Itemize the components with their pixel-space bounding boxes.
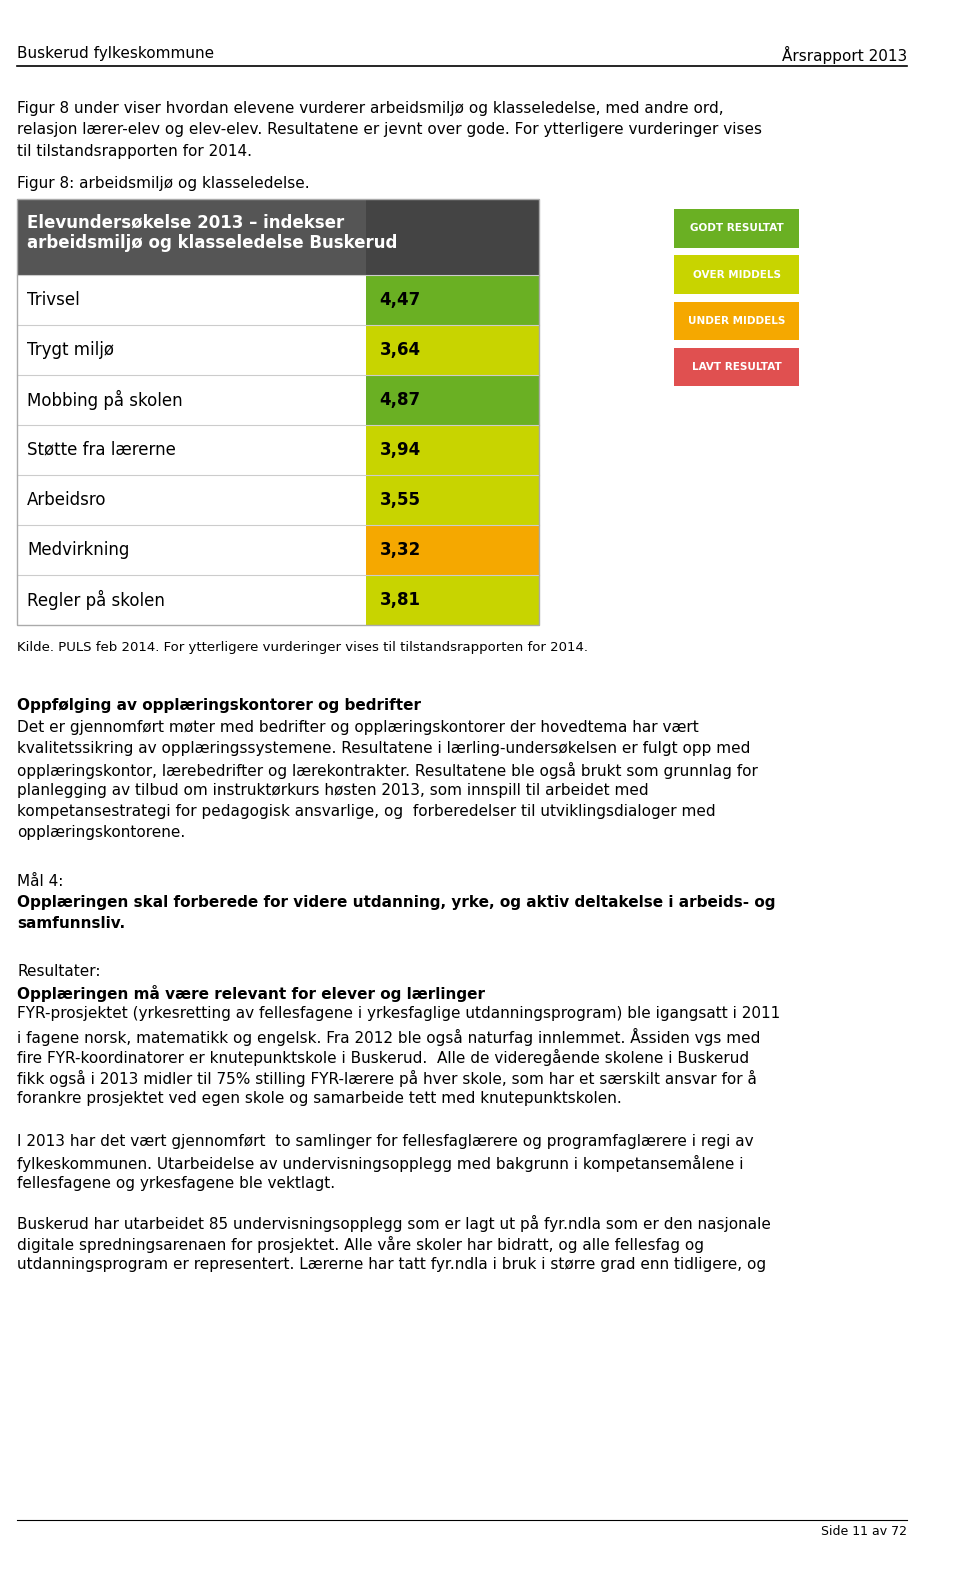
Text: 3,32: 3,32 <box>379 542 420 559</box>
Text: Buskerud har utarbeidet 85 undervisningsopplegg som er lagt ut på fyr.ndla som e: Buskerud har utarbeidet 85 undervisnings… <box>17 1215 771 1231</box>
Text: Figur 8: arbeidsmiljø og klasseledelse.: Figur 8: arbeidsmiljø og klasseledelse. <box>17 176 310 192</box>
Text: UNDER MIDDELS: UNDER MIDDELS <box>688 316 785 327</box>
Text: Elevundersøkelse 2013 – indekser: Elevundersøkelse 2013 – indekser <box>27 214 345 231</box>
Bar <box>366 199 540 275</box>
Text: fire FYR-koordinatorer er knutepunktskole i Buskerud.  Alle de videregående skol: fire FYR-koordinatorer er knutepunktskol… <box>17 1049 750 1066</box>
Text: Mobbing på skolen: Mobbing på skolen <box>27 389 182 410</box>
Text: Regler på skolen: Regler på skolen <box>27 590 165 611</box>
Text: Årsrapport 2013: Årsrapport 2013 <box>781 47 907 64</box>
Bar <box>17 199 540 275</box>
Text: Buskerud fylkeskommune: Buskerud fylkeskommune <box>17 47 214 61</box>
Bar <box>674 349 800 386</box>
Text: 3,94: 3,94 <box>379 441 420 458</box>
Bar <box>674 256 800 294</box>
Text: Figur 8 under viser hvordan elevene vurderer arbeidsmiljø og klasseledelse, med : Figur 8 under viser hvordan elevene vurd… <box>17 100 724 116</box>
Bar <box>366 375 540 425</box>
Text: Opplæringen skal forberede for videre utdanning, yrke, og aktiv deltakelse i arb: Opplæringen skal forberede for videre ut… <box>17 895 776 909</box>
Text: kvalitetssikring av opplæringssystemene. Resultatene i lærling-undersøkelsen er : kvalitetssikring av opplæringssystemene.… <box>17 741 751 755</box>
Text: Arbeidsro: Arbeidsro <box>27 491 107 509</box>
Bar <box>366 425 540 474</box>
Text: relasjon lærer-elev og elev-elev. Resultatene er jevnt over gode. For ytterliger: relasjon lærer-elev og elev-elev. Result… <box>17 122 762 138</box>
Text: 4,47: 4,47 <box>379 290 420 309</box>
Text: Medvirkning: Medvirkning <box>27 542 130 559</box>
Bar <box>17 199 540 625</box>
Text: 3,64: 3,64 <box>379 341 420 358</box>
Text: Kilde. PULS feb 2014. For ytterligere vurderinger vises til tilstandsrapporten f: Kilde. PULS feb 2014. For ytterligere vu… <box>17 641 588 653</box>
Text: Støtte fra lærerne: Støtte fra lærerne <box>27 441 176 458</box>
Bar <box>674 301 800 341</box>
Text: Trygt miljø: Trygt miljø <box>27 341 114 358</box>
Text: Det er gjennomført møter med bedrifter og opplæringskontorer der hovedtema har v: Det er gjennomført møter med bedrifter o… <box>17 719 699 735</box>
Text: fellesfagene og yrkesfagene ble vektlagt.: fellesfagene og yrkesfagene ble vektlagt… <box>17 1176 335 1192</box>
Bar <box>674 209 800 248</box>
Text: Mål 4:: Mål 4: <box>17 873 63 889</box>
Text: Opplæringen må være relevant for elever og lærlinger: Opplæringen må være relevant for elever … <box>17 986 486 1002</box>
Text: samfunnsliv.: samfunnsliv. <box>17 915 126 931</box>
Text: i fagene norsk, matematikk og engelsk. Fra 2012 ble også naturfag innlemmet. Åss: i fagene norsk, matematikk og engelsk. F… <box>17 1028 760 1046</box>
Text: fikk også i 2013 midler til 75% stilling FYR-lærere på hver skole, som har et sæ: fikk også i 2013 midler til 75% stilling… <box>17 1071 757 1086</box>
Text: Side 11 av 72: Side 11 av 72 <box>821 1524 907 1537</box>
Text: LAVT RESULTAT: LAVT RESULTAT <box>692 363 781 372</box>
Bar <box>366 474 540 524</box>
Text: OVER MIDDELS: OVER MIDDELS <box>693 270 780 279</box>
Text: opplæringskontor, lærebedrifter og lærekontrakter. Resultatene ble også brukt so: opplæringskontor, lærebedrifter og lærek… <box>17 761 758 779</box>
Text: GODT RESULTAT: GODT RESULTAT <box>690 223 783 234</box>
Text: utdanningsprogram er representert. Lærerne har tatt fyr.ndla i bruk i større gra: utdanningsprogram er representert. Lærer… <box>17 1258 766 1272</box>
Text: kompetansestrategi for pedagogisk ansvarlige, og  forberedelser til utviklingsdi: kompetansestrategi for pedagogisk ansvar… <box>17 804 716 820</box>
Text: til tilstandsrapporten for 2014.: til tilstandsrapporten for 2014. <box>17 143 252 159</box>
Text: opplæringskontorene.: opplæringskontorene. <box>17 826 185 840</box>
Text: I 2013 har det vært gjennomført  to samlinger for fellesfaglærere og programfagl: I 2013 har det vært gjennomført to samli… <box>17 1134 754 1149</box>
Text: forankre prosjektet ved egen skole og samarbeide tett med knutepunktskolen.: forankre prosjektet ved egen skole og sa… <box>17 1091 622 1107</box>
Text: 3,81: 3,81 <box>379 590 420 609</box>
Bar <box>366 275 540 325</box>
Text: fylkeskommunen. Utarbeidelse av undervisningsopplegg med bakgrunn i kompetansemå: fylkeskommunen. Utarbeidelse av undervis… <box>17 1156 744 1171</box>
Text: 3,55: 3,55 <box>379 491 420 509</box>
Text: 4,87: 4,87 <box>379 391 420 408</box>
Bar <box>366 575 540 625</box>
Bar <box>366 524 540 575</box>
Text: arbeidsmiljø og klasseledelse Buskerud: arbeidsmiljø og klasseledelse Buskerud <box>27 234 397 253</box>
Text: planlegging av tilbud om instruktørkurs høsten 2013, som innspill til arbeidet m: planlegging av tilbud om instruktørkurs … <box>17 783 649 798</box>
Text: Oppfølging av opplæringskontorer og bedrifter: Oppfølging av opplæringskontorer og bedr… <box>17 699 421 713</box>
Text: Trivsel: Trivsel <box>27 290 80 309</box>
Text: FYR-prosjektet (yrkesretting av fellesfagene i yrkesfaglige utdanningsprogram) b: FYR-prosjektet (yrkesretting av fellesfa… <box>17 1006 780 1022</box>
Text: Resultater:: Resultater: <box>17 964 101 980</box>
Text: digitale spredningsarenaen for prosjektet. Alle våre skoler har bidratt, og alle: digitale spredningsarenaen for prosjekte… <box>17 1236 705 1253</box>
Bar <box>366 325 540 375</box>
